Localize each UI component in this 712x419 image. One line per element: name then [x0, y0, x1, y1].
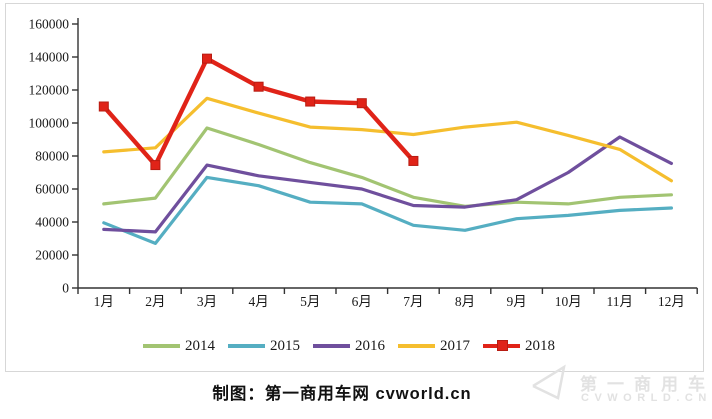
- y-tick-label: 40000: [35, 215, 69, 230]
- y-tick-label: 120000: [29, 83, 70, 98]
- y-tick-label: 20000: [35, 248, 69, 263]
- chart-frame: [5, 3, 704, 372]
- legend-marker-square: [497, 340, 508, 352]
- x-tick-label: 7月: [403, 294, 423, 309]
- legend-item-2017: 2017: [398, 337, 470, 354]
- line-chart: 0 20000 40000 60000 80000 100000 120000 140000 1…: [5, 3, 704, 372]
- legend-swatch-2016: [313, 344, 350, 348]
- legend-label-2018: 2018: [525, 337, 555, 354]
- legend-label-2015: 2015: [270, 337, 300, 354]
- series-marker-2018: [305, 96, 316, 107]
- series-line-2017: [102, 96, 674, 183]
- series-marker-2018: [202, 53, 212, 64]
- chart-legend: 2014 2015 2016 2017 2018: [0, 337, 698, 355]
- y-tick-label: 60000: [35, 182, 69, 197]
- x-tick-label: 2月: [145, 294, 165, 309]
- x-tick-label: 3月: [197, 294, 217, 309]
- x-tick-label: 11月: [607, 294, 634, 309]
- legend-label-2014: 2014: [185, 337, 215, 354]
- x-tick-label: 10月: [555, 294, 582, 309]
- y-tick-label: 80000: [35, 149, 69, 164]
- y-tick-label: 0: [62, 281, 69, 296]
- series-marker-2018: [253, 81, 264, 92]
- legend-swatch-2018: [483, 340, 520, 352]
- x-tick-label: 4月: [248, 294, 268, 309]
- legend-label-2017: 2017: [440, 337, 470, 354]
- x-tick-label: 9月: [506, 294, 526, 309]
- series-marker-2018: [408, 155, 419, 166]
- x-tick-label: 12月: [658, 294, 685, 309]
- y-tick-label: 100000: [29, 116, 70, 131]
- series-marker-2018: [98, 101, 109, 112]
- watermark-url: CVWORLD.CN: [581, 392, 712, 404]
- y-tick-label: 140000: [29, 50, 70, 65]
- series-line-2014: [102, 126, 674, 208]
- legend-label-2016: 2016: [355, 337, 385, 354]
- y-tick-label: 160000: [29, 17, 70, 32]
- legend-swatch-2014: [143, 344, 180, 348]
- legend-swatch-2017: [398, 344, 435, 348]
- watermark-sitename: 第一商用车网: [580, 375, 712, 394]
- legend-item-2015: 2015: [228, 337, 300, 354]
- series-line-2015: [102, 175, 674, 245]
- cvworld-logo-icon: [532, 364, 566, 400]
- x-tick-label: 5月: [300, 294, 320, 309]
- x-tick-label: 8月: [455, 294, 475, 309]
- site-watermark: 第一商用车网 CVWORLD.CN: [528, 362, 712, 418]
- legend-item-2014: 2014: [143, 337, 215, 354]
- legend-item-2018: 2018: [483, 337, 555, 354]
- x-tick-label: 1月: [94, 294, 114, 309]
- chart-caption: 制图：第一商用车网 cvworld.cn: [212, 385, 472, 403]
- legend-item-2016: 2016: [313, 337, 385, 354]
- series-marker-2018: [150, 160, 161, 171]
- x-tick-label: 6月: [352, 294, 372, 309]
- series-marker-2018: [356, 98, 367, 109]
- legend-swatch-2015: [228, 344, 265, 348]
- series-line-2016: [102, 135, 674, 234]
